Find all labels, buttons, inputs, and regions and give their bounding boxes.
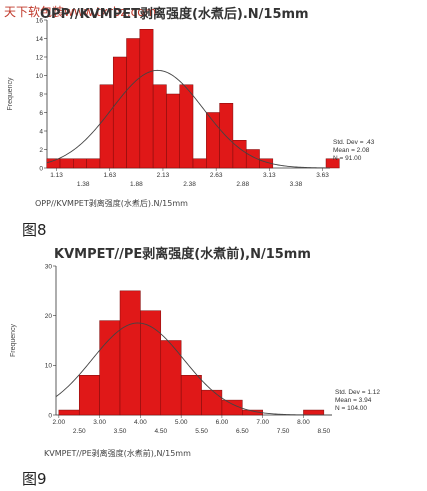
chart2-xtick-label: 3.00 bbox=[93, 419, 106, 426]
chart2-y-axis-label: Frequency bbox=[10, 323, 17, 357]
chart1-ytick-label: 0 bbox=[39, 165, 43, 172]
chart2-xtick-label: 5.00 bbox=[175, 419, 188, 426]
chart2-stat-line: Std. Dev = 1.12 bbox=[335, 389, 380, 396]
chart1-ytick-label: 8 bbox=[39, 91, 43, 98]
chart1-stat-line: N = 91.00 bbox=[333, 155, 362, 162]
chart1-xtick-label: 1.38 bbox=[77, 181, 90, 188]
chart1-xtick-label: 1.63 bbox=[103, 172, 116, 179]
chart2-xtick-label: 8.50 bbox=[318, 428, 331, 435]
chart1-xtick-label: 1.13 bbox=[50, 172, 63, 179]
chart1-bar bbox=[112, 56, 127, 169]
chart2-xtick-label: 4.50 bbox=[154, 428, 167, 435]
chart1-ytick-label: 12 bbox=[36, 54, 44, 61]
chart2-xtick-label: 6.00 bbox=[216, 419, 229, 426]
chart2-xtick-label: 6.50 bbox=[236, 428, 249, 435]
chart1-bar bbox=[139, 29, 154, 169]
chart2-ytick-label: 20 bbox=[45, 313, 53, 320]
chart1-xtick-label: 3.38 bbox=[290, 181, 303, 188]
chart2-stat-line: Mean = 3.94 bbox=[335, 397, 372, 404]
chart2-stat-line: N = 104.00 bbox=[335, 405, 367, 412]
chart2-bar bbox=[119, 290, 141, 416]
chart1-ytick-label: 6 bbox=[39, 110, 43, 117]
chart1-bar bbox=[259, 158, 274, 169]
chart1-bar bbox=[46, 158, 61, 169]
chart1-bar bbox=[73, 158, 87, 169]
chart1-bar bbox=[99, 84, 114, 169]
chart2-bar bbox=[201, 389, 223, 416]
chart2-xtick-label: 7.50 bbox=[277, 428, 290, 435]
chart2-xtick-label: 7.00 bbox=[256, 419, 269, 426]
chart1-bar bbox=[86, 158, 101, 169]
chart2-bar bbox=[78, 375, 100, 416]
chart2-bar bbox=[99, 320, 121, 416]
chart1-xtick-label: 2.38 bbox=[183, 181, 196, 188]
chart2-bar bbox=[303, 409, 325, 416]
chart2-ytick-label: 30 bbox=[45, 263, 53, 270]
chart2-ytick-label: 0 bbox=[48, 412, 52, 419]
chart2-bar bbox=[58, 409, 80, 416]
figure-9-caption: 图9 bbox=[22, 470, 47, 488]
chart2-ytick-label: 10 bbox=[45, 363, 53, 370]
chart1-xtick-label: 2.88 bbox=[236, 181, 249, 188]
chart1-ytick-label: 2 bbox=[39, 147, 43, 154]
chart2-bar bbox=[180, 375, 202, 416]
chart1-xtick-label: 3.63 bbox=[316, 172, 329, 179]
watermark-text: 天下软包装www.txrbz.com bbox=[4, 5, 157, 19]
chart1-bar bbox=[126, 38, 141, 169]
chart1-xtick-label: 1.88 bbox=[130, 181, 143, 188]
chart1-ytick-label: 4 bbox=[39, 128, 43, 135]
chart1-stat-line: Mean = 2.08 bbox=[333, 147, 370, 154]
chart2-bar bbox=[221, 399, 243, 416]
chart1-bar bbox=[219, 103, 234, 169]
chart1-y-axis-label: Frequency bbox=[7, 77, 14, 111]
chart1-xtick-label: 2.13 bbox=[157, 172, 170, 179]
chart1-bar bbox=[325, 158, 340, 169]
chart1-xtick-label: 2.63 bbox=[210, 172, 223, 179]
chart1-ytick-label: 14 bbox=[36, 36, 44, 43]
chart1-bar bbox=[192, 158, 207, 169]
chart1-bar bbox=[166, 93, 180, 169]
chart2-normal-curve bbox=[55, 322, 332, 416]
chart1-ytick-label: 10 bbox=[36, 73, 44, 80]
chart1-bar bbox=[179, 84, 194, 169]
chart2-xtick-label: 2.00 bbox=[53, 419, 66, 426]
chart1-bar bbox=[152, 84, 167, 169]
figure-8-caption: 图8 bbox=[22, 221, 47, 239]
chart1-x-axis-label: OPP//KVMPET剥离强度(水煮后).N/15mm bbox=[35, 198, 188, 208]
chart2-xtick-label: 5.50 bbox=[195, 428, 208, 435]
chart2-xtick-label: 4.00 bbox=[134, 419, 147, 426]
chart1-stat-line: Std. Dev = .43 bbox=[333, 139, 375, 146]
chart1-ytick-label: 16 bbox=[36, 17, 44, 24]
chart1-xtick-label: 3.13 bbox=[263, 172, 276, 179]
chart2-xtick-label: 2.50 bbox=[73, 428, 86, 435]
chart2-bar bbox=[160, 340, 182, 416]
chart2-xtick-label: 3.50 bbox=[114, 428, 127, 435]
chart2-x-axis-label: KVMPET//PE剥离强度(水煮前),N/15mm bbox=[44, 448, 191, 458]
chart2-xtick-label: 8.00 bbox=[297, 419, 310, 426]
chart1-bar bbox=[59, 158, 74, 169]
chart2-title: KVMPET//PE剥离强度(水煮前),N/15mm bbox=[54, 247, 311, 262]
chart1-normal-curve bbox=[46, 69, 331, 169]
chart1-title: OPP//KVMPET剥离强度(水煮后).N/15mm bbox=[40, 7, 309, 22]
